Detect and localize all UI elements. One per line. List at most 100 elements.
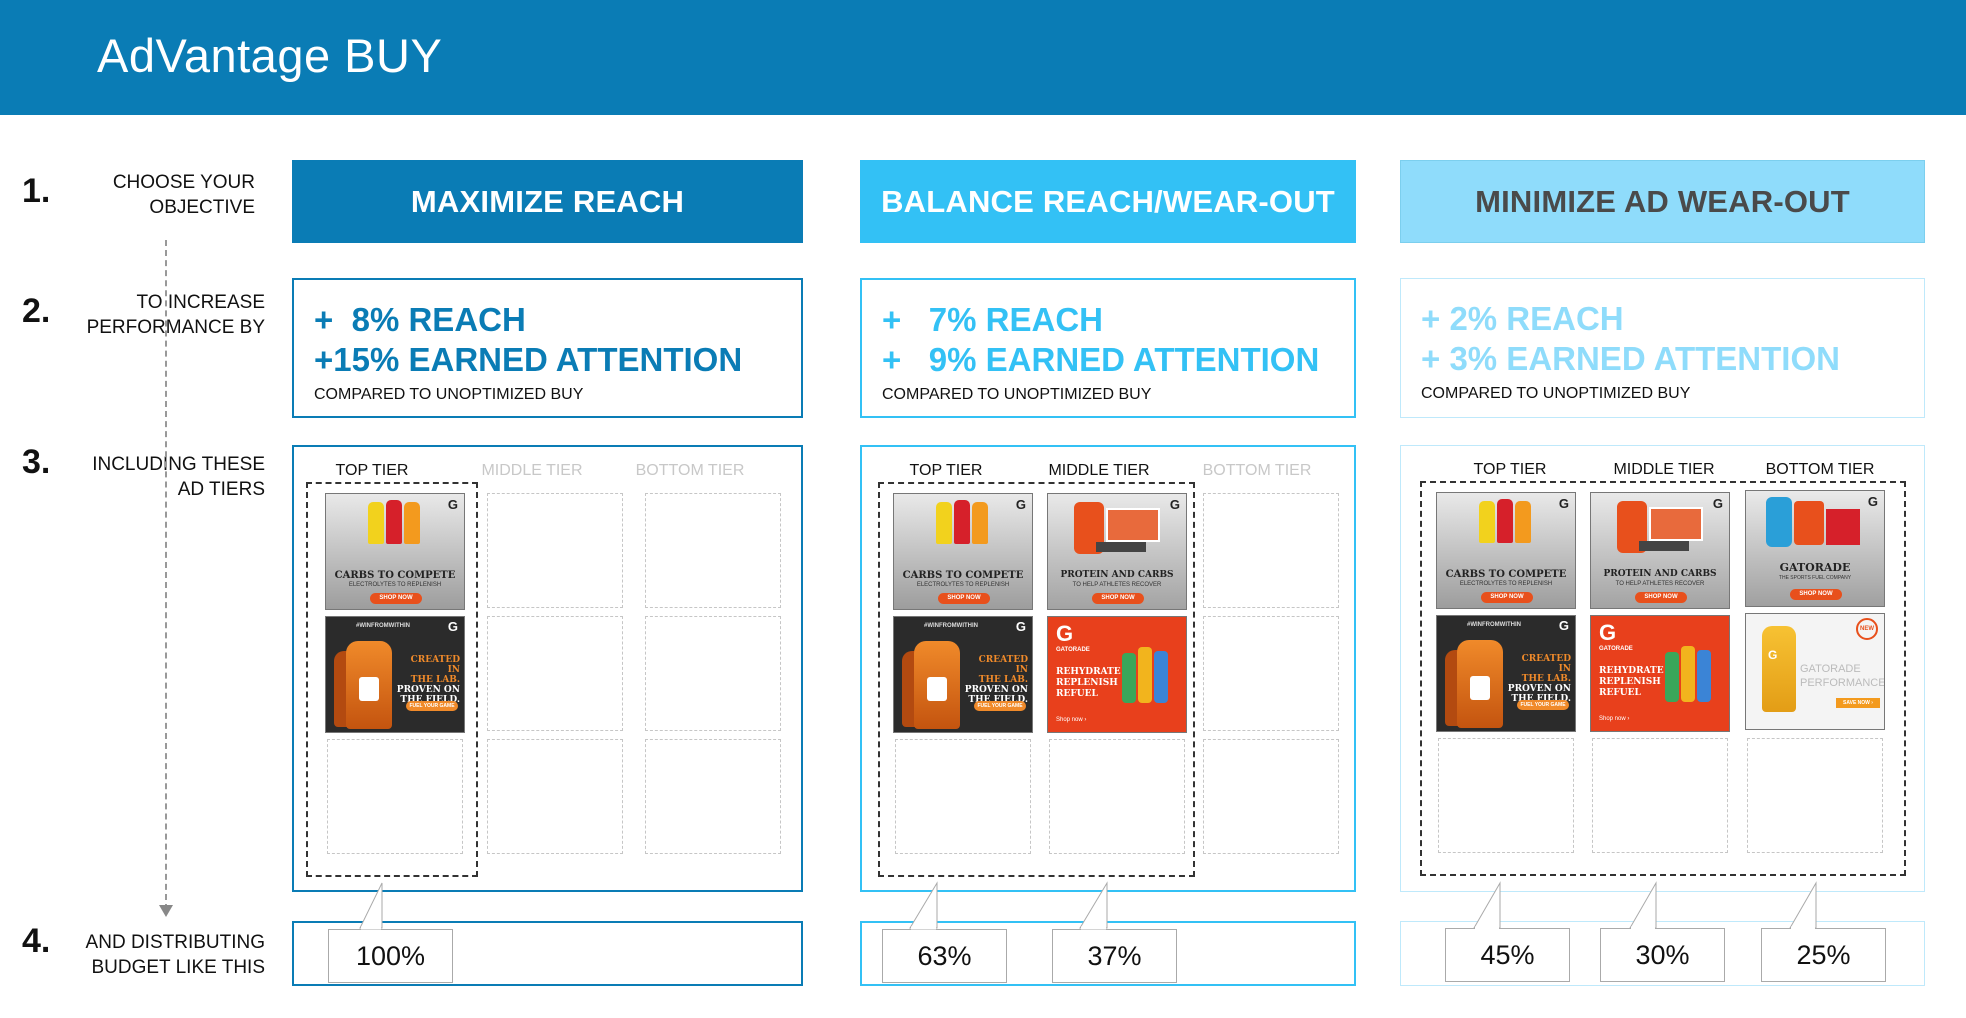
attention-gain: + 9% EARNED ATTENTION [882, 341, 1320, 378]
ad-created-in-the-lab[interactable]: #WINFROMWITHIN G CREATED IN THE LAB. PRO… [1436, 615, 1576, 732]
reach-gain: + 8% REACH [314, 301, 526, 338]
ad-cta-button[interactable]: SHOP NOW [1481, 592, 1533, 603]
empty-ad-slot [895, 739, 1031, 854]
reach-gain: + 2% REACH [1421, 300, 1624, 337]
gatorade-g-logo-icon: G [1015, 497, 1026, 512]
bottle-red [1497, 499, 1513, 543]
budget-box-balance: 63% 37% [860, 921, 1356, 986]
gatorade-g-logo-icon: G [1599, 620, 1617, 645]
objective-balance-button[interactable]: BALANCE REACH/WEAR-OUT [860, 160, 1356, 243]
comparison-note: COMPARED TO UNOPTIMIZED BUY [1421, 385, 1691, 402]
comparison-note: COMPARED TO UNOPTIMIZED BUY [882, 386, 1152, 403]
ad-gatorade-performance[interactable]: G NEW GATORADE PERFORMANCE SAVE NOW › [1745, 613, 1885, 730]
objective-minimize-wearout-button[interactable]: MINIMIZE AD WEAR-OUT [1400, 160, 1925, 243]
budget-box-minimize: 45% 30% 25% [1400, 921, 1925, 986]
bottle-performance [1762, 626, 1796, 712]
ad-rehydrate-replenish[interactable]: G GATORADE REHYDRATE REPLENISH REFUEL Sh… [1590, 615, 1730, 732]
ad-protein-and-carbs[interactable]: G PROTEIN AND CARBS TO HELP ATHLETES REC… [1590, 492, 1730, 609]
gatorade-g-logo-icon: G [1867, 494, 1878, 509]
empty-ad-slot [645, 493, 781, 608]
empty-ad-slot [1592, 738, 1728, 853]
tier-panel-maximize: TOP TIER MIDDLE TIER BOTTOM TIER G CARBS… [292, 445, 803, 892]
ad-cta-button[interactable]: SAVE NOW › [1836, 698, 1880, 708]
bottle-green [1122, 653, 1136, 703]
comparison-note: COMPARED TO UNOPTIMIZED BUY [314, 386, 584, 403]
selected-tiers-outline [878, 482, 1195, 877]
tier-heading-middle: MIDDLE TIER [1048, 462, 1150, 479]
ad-protein-and-carbs[interactable]: G PROTEIN AND CARBS TO HELP ATHLETES REC… [1047, 493, 1187, 610]
step-guide-arrow [159, 905, 173, 917]
bottle-blue [1154, 651, 1168, 703]
gatorade-g-logo-icon [359, 677, 379, 701]
ad-gatorade-sports-fuel[interactable]: G GATORADE THE SPORTS FUEL COMPANY SHOP … [1745, 490, 1885, 607]
performance-box-3: + 2% REACH + 3% EARNED ATTENTION COMPARE… [1400, 278, 1925, 418]
bottle-yellow [1138, 647, 1152, 703]
ad-cta-link[interactable]: Shop now › [1599, 716, 1630, 722]
step-label-1: CHOOSE YOUR OBJECTIVE [112, 172, 255, 218]
ad-cta-button[interactable]: SHOP NOW [938, 593, 990, 604]
step-number-3: 3. [22, 443, 51, 481]
ad-cta-button[interactable]: SHOP NOW [370, 593, 422, 604]
budget-share-bottom-tier: 25% [1761, 928, 1886, 982]
tier-panel-balance: TOP TIER MIDDLE TIER BOTTOM TIER G CARBS… [860, 445, 1356, 892]
objective-maximize-reach-button[interactable]: MAXIMIZE REACH [292, 160, 803, 243]
ad-cta-button[interactable]: SHOP NOW [1092, 593, 1144, 604]
ad-cta-link[interactable]: Shop now › [1056, 717, 1087, 723]
ad-brand: GATORADE [1599, 646, 1633, 652]
bottle-yellow [1681, 646, 1695, 702]
ad-cta-button[interactable]: SHOP NOW [1790, 589, 1842, 600]
step-number-4: 4. [22, 922, 51, 960]
gatorade-g-logo-icon: G [1768, 648, 1778, 662]
empty-ad-slot [1203, 616, 1339, 731]
bottle-blue [1697, 650, 1711, 702]
ad-cta-button[interactable]: FUEL YOUR GAME [974, 701, 1026, 711]
performance-box-2: + 7% REACH + 9% EARNED ATTENTION COMPARE… [860, 278, 1356, 418]
step-guide-line [165, 240, 167, 910]
tier-heading-top: TOP TIER [909, 462, 983, 479]
page-title: AdVantage BUY [97, 29, 443, 82]
empty-ad-slot [1747, 738, 1883, 853]
gatorade-g-logo-icon: G [1712, 496, 1723, 511]
tier-panel-minimize: TOP TIER MIDDLE TIER BOTTOM TIER G CARBS… [1400, 445, 1925, 892]
ad-brand: GATORADE [1056, 647, 1090, 653]
new-badge: NEW [1856, 618, 1878, 640]
ad-created-in-the-lab[interactable]: #WINFROMWITHIN G CREATED IN THE LAB. PRO… [325, 616, 465, 733]
step-label-2: TO INCREASE PERFORMANCE BY [86, 292, 265, 338]
reach-gain: + 7% REACH [882, 301, 1103, 338]
gatorade-g-logo-icon: G [1558, 618, 1569, 633]
tier-heading-top: TOP TIER [335, 462, 409, 479]
ad-carbs-to-compete[interactable]: G CARBS TO COMPETE ELECTROLYTES TO REPLE… [1436, 492, 1576, 609]
ad-cta-button[interactable]: FUEL YOUR GAME [406, 701, 458, 711]
tier-heading-top: TOP TIER [1473, 461, 1547, 478]
ad-carbs-to-compete[interactable]: G CARBS TO COMPETE ELECTROLYTES TO REPLE… [893, 493, 1033, 610]
step-label-3: INCLUDING THESE AD TIERS [92, 454, 265, 500]
tier-heading-bottom: BOTTOM TIER [1202, 462, 1312, 479]
budget-share-middle-tier: 37% [1052, 929, 1177, 983]
budget-box-maximize: 100% [292, 921, 803, 986]
bottle-yellow [936, 502, 952, 544]
ad-headline: PROTEIN AND CARBS [1603, 569, 1717, 579]
empty-ad-slot [487, 493, 623, 608]
product-bar [1639, 541, 1689, 551]
tier-heading-middle: MIDDLE TIER [481, 462, 583, 479]
ad-headline: CARBS TO COMPETE [1445, 569, 1567, 580]
ad-cta-button[interactable]: FUEL YOUR GAME [1517, 700, 1569, 710]
product-box [1794, 501, 1824, 545]
product-bar [1096, 542, 1146, 552]
product-box [1106, 508, 1160, 542]
ad-headline: CARBS TO COMPETE [902, 570, 1024, 581]
budget-share-top-tier: 100% [328, 929, 453, 983]
ad-created-in-the-lab[interactable]: #WINFROMWITHIN G CREATED IN THE LAB. PRO… [893, 616, 1033, 733]
ad-carbs-to-compete[interactable]: G CARBS TO COMPETE ELECTROLYTES TO REPLE… [325, 493, 465, 610]
budget-share-middle-tier: 30% [1600, 928, 1725, 982]
bottle-orange [1515, 501, 1531, 543]
header-bar: AdVantage BUY [0, 0, 1966, 115]
gatorade-g-logo-icon: G [1169, 497, 1180, 512]
ad-cta-button[interactable]: SHOP NOW [1635, 592, 1687, 603]
bottle-yellow [1479, 501, 1495, 543]
empty-ad-slot [1049, 739, 1185, 854]
gatorade-g-logo-icon: G [447, 497, 458, 512]
ad-rehydrate-replenish[interactable]: G GATORADE REHYDRATE REPLENISH REFUEL Sh… [1047, 616, 1187, 733]
empty-ad-slot [487, 616, 623, 731]
tier-heading-middle: MIDDLE TIER [1613, 461, 1715, 478]
